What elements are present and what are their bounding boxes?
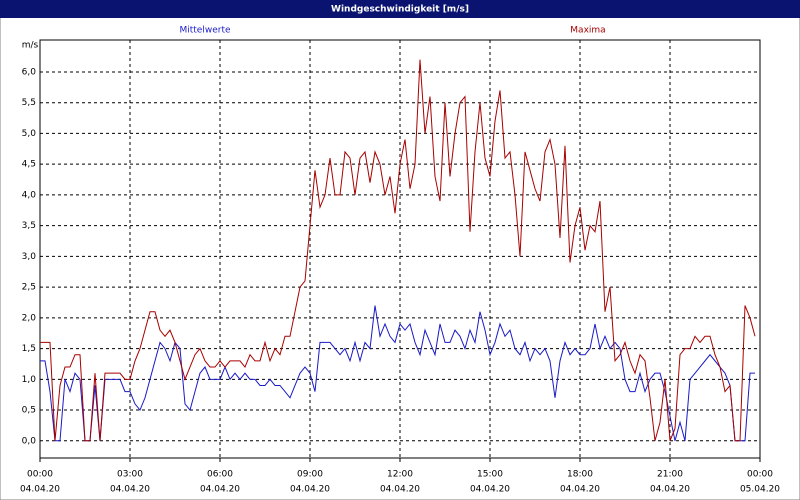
y-tick-label: 2,5 xyxy=(22,283,36,293)
x-tick-date: 04.04.20 xyxy=(470,485,510,495)
x-tick-date: 05.04.20 xyxy=(740,485,780,495)
x-tick-date: 04.04.20 xyxy=(290,485,330,495)
x-tick-label: 21:00 xyxy=(657,470,683,480)
y-tick-label: 4,5 xyxy=(22,160,36,170)
y-tick-label: 4,0 xyxy=(22,190,37,200)
x-tick-label: 06:00 xyxy=(207,470,233,480)
y-tick-label: 5,0 xyxy=(22,129,37,139)
y-tick-label: 6,0 xyxy=(22,67,37,77)
series-line xyxy=(40,59,756,442)
x-tick-label: 09:00 xyxy=(297,470,323,480)
y-tick-label: 3,0 xyxy=(22,252,37,262)
x-tick-date: 04.04.20 xyxy=(200,485,240,495)
x-tick-label: 00:00 xyxy=(747,470,773,480)
chart-title: Windgeschwindigkeit [m/s] xyxy=(331,5,469,15)
x-tick-label: 03:00 xyxy=(117,470,143,480)
y-axis-label: m/s xyxy=(22,41,39,51)
y-tick-label: 2,0 xyxy=(22,313,37,323)
title-bar xyxy=(0,0,800,18)
x-tick-label: 18:00 xyxy=(567,470,593,480)
x-tick-date: 04.04.20 xyxy=(110,485,150,495)
y-tick-label: 1,5 xyxy=(22,344,36,354)
legend-entry: Maxima xyxy=(570,26,605,36)
y-tick-label: 0,5 xyxy=(22,406,36,416)
y-tick-label: 3,5 xyxy=(22,221,36,231)
legend-entry: Mittelwerte xyxy=(179,26,230,36)
series-line xyxy=(40,305,755,442)
x-tick-label: 00:00 xyxy=(27,470,53,480)
x-tick-label: 12:00 xyxy=(387,470,413,480)
y-tick-label: 0,0 xyxy=(22,436,37,446)
y-tick-label: 5,5 xyxy=(22,98,36,108)
x-tick-date: 04.04.20 xyxy=(20,485,60,495)
x-tick-date: 04.04.20 xyxy=(650,485,690,495)
x-tick-date: 04.04.20 xyxy=(560,485,600,495)
y-tick-label: 1,0 xyxy=(22,375,37,385)
x-tick-label: 15:00 xyxy=(477,470,503,480)
x-tick-date: 04.04.20 xyxy=(380,485,420,495)
